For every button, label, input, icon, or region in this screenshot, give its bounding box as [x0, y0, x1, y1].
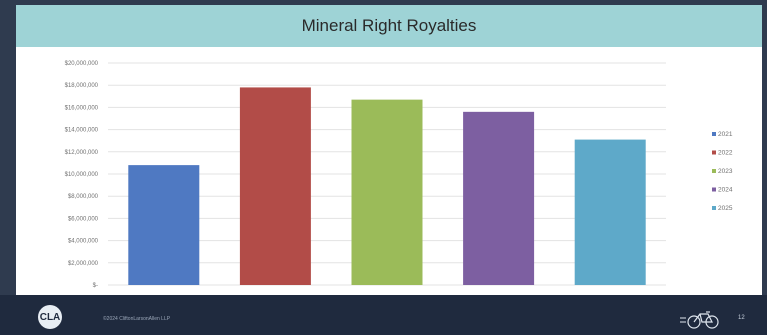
y-tick-label: $18,000,000 [65, 83, 99, 89]
y-tick-label: $16,000,000 [65, 105, 99, 111]
copyright-text: ©2024 CliftonLarsonAllen LLP [103, 316, 171, 322]
y-tick-label: $6,000,000 [68, 216, 99, 222]
legend-swatch-2025 [712, 206, 716, 210]
bar-2025 [574, 139, 646, 285]
bar-2022 [239, 87, 311, 285]
bicycle-icon [680, 311, 719, 329]
legend-swatch-2021 [712, 132, 716, 136]
legend-label-2023: 2023 [718, 168, 733, 175]
logo-text: CLA [39, 311, 61, 323]
bar-2024 [463, 111, 535, 285]
y-tick-label: $20,000,000 [65, 61, 99, 67]
y-tick-label: $- [93, 283, 98, 289]
y-tick-label: $2,000,000 [68, 261, 99, 267]
y-tick-label: $4,000,000 [68, 239, 99, 245]
legend-label-2022: 2022 [718, 150, 733, 157]
title-band: Mineral Right Royalties [16, 5, 762, 47]
legend-swatch-2022 [712, 150, 716, 155]
bar-2023 [351, 99, 423, 285]
slide-title: Mineral Right Royalties [301, 16, 477, 35]
y-tick-label: $8,000,000 [68, 194, 99, 200]
company-logo: CLA [38, 305, 62, 329]
bar-2021 [128, 165, 200, 285]
y-tick-label: $12,000,000 [65, 150, 99, 156]
bar-chart: $- $2,000,000 $4,000,000 $6,000,000 $8,000,0… [65, 61, 733, 289]
chart-area: $- $2,000,000 $4,000,000 $6,000,000 $8,000,0… [16, 47, 762, 295]
y-tick-label: $10,000,000 [65, 172, 99, 178]
legend-swatch-2023 [712, 169, 716, 173]
legend-label-2025: 2025 [718, 205, 733, 212]
legend-swatch-2024 [712, 187, 716, 192]
page-number: 12 [738, 315, 745, 321]
legend-label-2024: 2024 [718, 187, 733, 194]
y-tick-label: $14,000,000 [65, 128, 99, 134]
legend-label-2021: 2021 [718, 131, 733, 138]
slide-footer: CLA ©2024 CliftonLarsonAllen LLP 12 [0, 295, 767, 335]
